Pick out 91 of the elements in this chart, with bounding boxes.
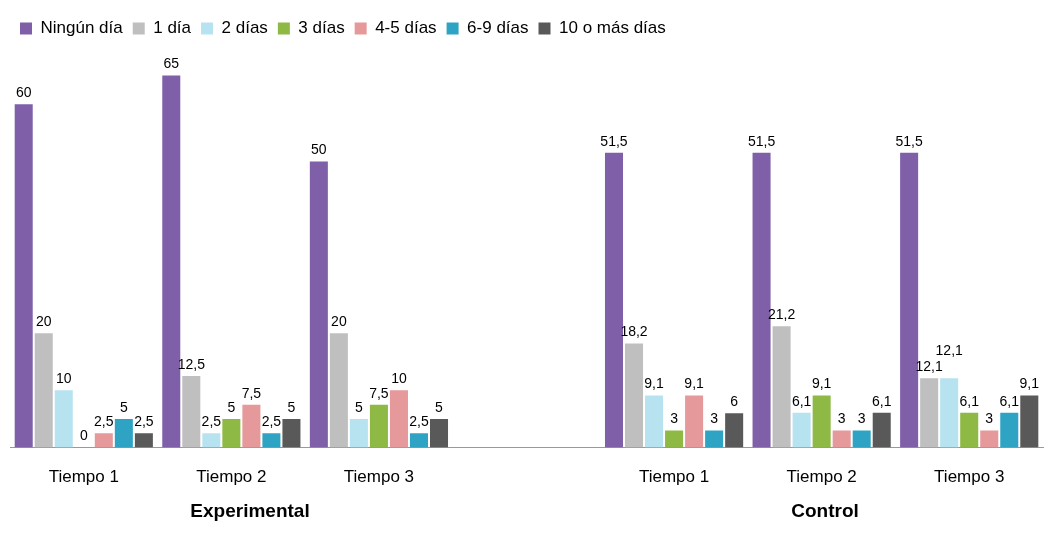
legend-label: 3 días (298, 18, 345, 38)
bar (604, 152, 623, 448)
x-tick-label: Tiempo 2 (786, 467, 857, 487)
text: Control (791, 500, 859, 522)
data-label: 9,1 (684, 375, 705, 392)
bar (772, 326, 791, 448)
legend-label: Ningún día (40, 18, 124, 38)
bar (685, 395, 704, 448)
data-label: 5 (435, 398, 444, 415)
bar (94, 433, 113, 448)
bar (665, 430, 684, 448)
bar (329, 333, 348, 448)
data-label: 7,5 (241, 384, 262, 401)
bar (282, 418, 301, 448)
bar (940, 378, 959, 448)
bar (222, 418, 241, 448)
x-tick-label: Tiempo 3 (343, 467, 415, 487)
bar (182, 376, 201, 448)
data-label: 9,1 (1019, 375, 1040, 392)
data-label: 60 (15, 84, 32, 101)
bar (242, 404, 261, 448)
data-label: 6,1 (791, 392, 812, 409)
x-tick-label: Tiempo 3 (934, 467, 1005, 487)
data-label: 3 (670, 410, 679, 427)
x-tick-label: Tiempo 2 (196, 467, 267, 487)
bar (430, 418, 449, 448)
data-label: 9,1 (644, 375, 664, 392)
legend-label: 4-5 días (375, 18, 437, 38)
bar (852, 430, 871, 448)
bar (369, 404, 388, 448)
bar (114, 418, 133, 448)
legend-label: 10 o más días (559, 18, 666, 38)
bar (54, 390, 73, 448)
bar (409, 433, 428, 448)
data-label: 3 (857, 410, 866, 427)
bar (625, 343, 644, 448)
data-label: 9,1 (811, 375, 832, 392)
bar (725, 413, 744, 448)
bar (812, 395, 831, 448)
legend-label: 2 días (221, 18, 268, 38)
data-label: 0 (79, 427, 88, 444)
data-label: 6,1 (871, 392, 892, 409)
bar (960, 412, 979, 448)
legend-label: 6-9 días (467, 18, 529, 38)
bar (792, 412, 811, 448)
data-label: 2,5 (409, 413, 429, 430)
data-label: 5 (119, 398, 128, 415)
bar (832, 430, 851, 448)
bar (920, 378, 939, 448)
data-label: 3 (710, 410, 719, 427)
data-label: 6,1 (999, 392, 1020, 409)
data-label: 50 (311, 141, 327, 158)
data-label: 10 (391, 370, 407, 387)
data-label: 12,1 (935, 342, 964, 359)
bar (202, 433, 221, 448)
bar (980, 430, 999, 448)
bar (872, 412, 891, 448)
data-label: 51,5 (600, 132, 628, 149)
data-label: 51,5 (747, 132, 776, 149)
data-label: 2,5 (134, 413, 154, 430)
bar (645, 395, 664, 448)
data-label: 2,5 (201, 413, 222, 430)
bar (349, 418, 368, 448)
data-label: 65 (163, 55, 180, 72)
data-label: 2,5 (94, 413, 114, 430)
data-label: 6,1 (959, 392, 980, 409)
bar (14, 104, 33, 448)
bar (705, 430, 724, 448)
data-label: 10 (55, 370, 72, 387)
data-label: 51,5 (895, 132, 923, 149)
data-label: 5 (287, 398, 296, 415)
bar (1020, 395, 1039, 448)
bar (34, 333, 53, 448)
bar (309, 161, 328, 448)
bar (134, 433, 153, 448)
bar (1000, 412, 1019, 448)
legend-label: 1 día (153, 18, 192, 38)
data-label: 2,5 (261, 413, 282, 430)
data-label: 3 (837, 410, 846, 427)
data-label: 7,5 (369, 384, 389, 401)
text: Experimental (190, 500, 310, 522)
data-label: 5 (355, 398, 363, 415)
data-label: 20 (331, 313, 347, 329)
x-tick-label: Tiempo 1 (48, 467, 119, 487)
data-label: 20 (35, 313, 52, 329)
bar (389, 390, 408, 448)
data-label: 5 (227, 398, 236, 415)
data-label: 6 (730, 393, 739, 410)
data-label: 3 (985, 410, 994, 427)
x-tick-label: Tiempo 1 (638, 467, 710, 487)
bar (262, 433, 281, 448)
